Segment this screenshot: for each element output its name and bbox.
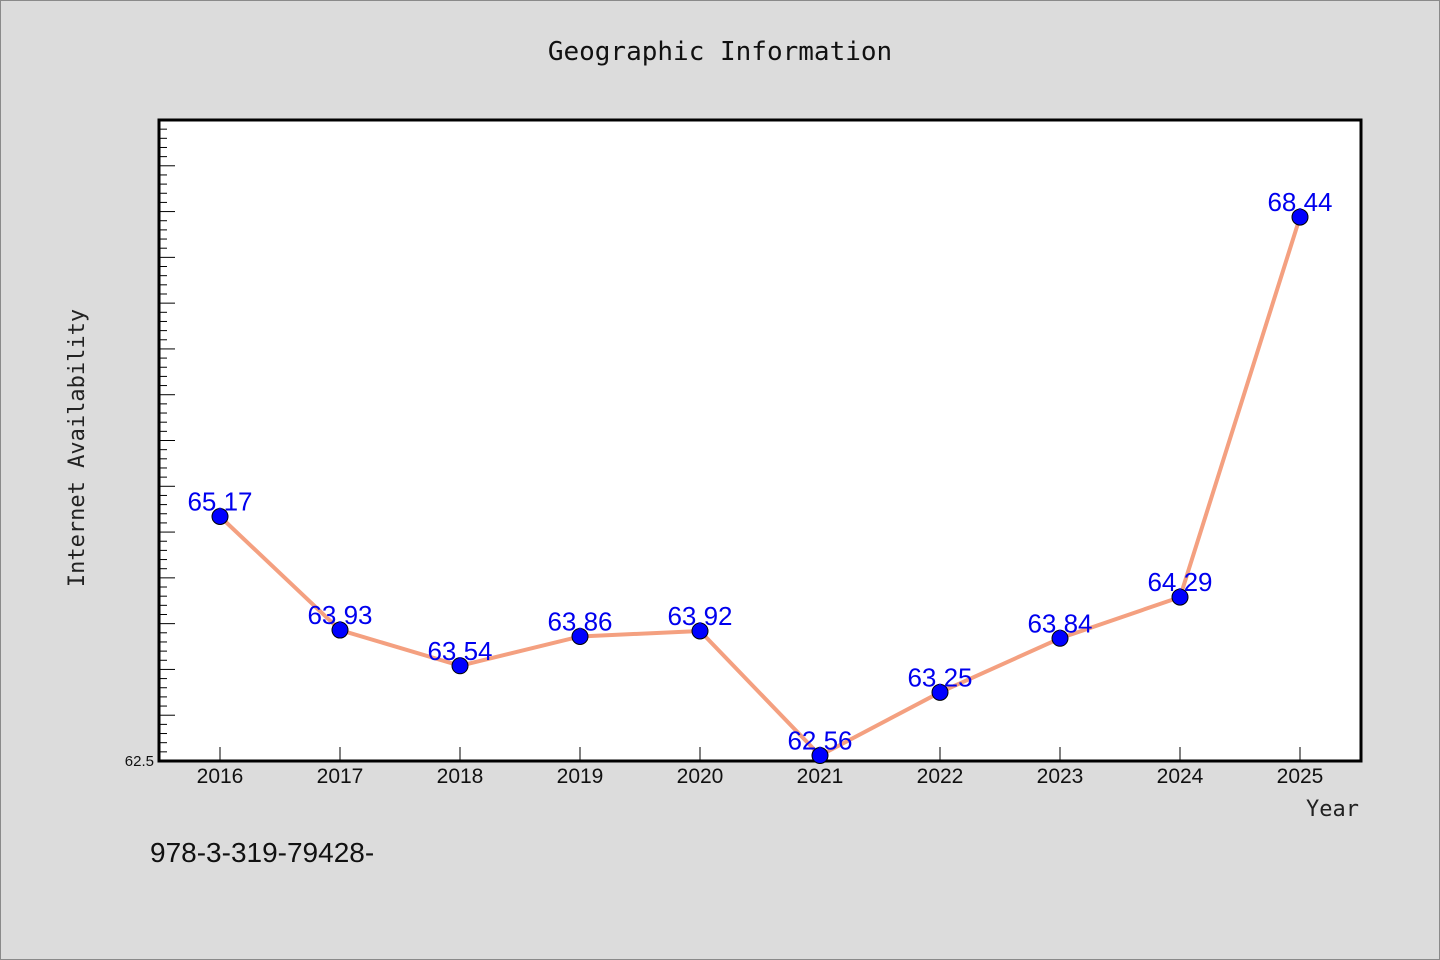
data-point: [451, 657, 469, 675]
series-line: [218, 216, 1302, 758]
data-label: 63.84: [1027, 608, 1092, 638]
data-point: [691, 622, 709, 640]
x-axis-label: Year: [1306, 797, 1359, 822]
data-point: [1171, 588, 1189, 606]
data-label: 63.92: [667, 601, 732, 631]
data-point: [811, 747, 829, 765]
data-label: 63.86: [547, 606, 612, 636]
data-label: 62.56: [787, 726, 852, 756]
data-label: 65.17: [187, 487, 252, 517]
data-label: 63.54: [427, 636, 492, 666]
data-point: [211, 508, 229, 526]
x-axis-ticks: [219, 747, 1301, 761]
series-group: [211, 208, 1309, 765]
x-tick-label: 2025: [1277, 765, 1324, 788]
y-tick-label: 62.5: [125, 753, 154, 770]
data-point: [1051, 629, 1069, 647]
x-tick-label: 2020: [677, 765, 724, 788]
data-point: [931, 683, 949, 701]
x-tick-label: 2022: [917, 765, 964, 788]
chart-title: Geographic Information: [548, 37, 892, 67]
x-tick-label: 2021: [797, 765, 844, 788]
footer-text: 978-3-319-79428-: [150, 837, 374, 868]
plot-area: [157, 118, 1363, 763]
data-label: 68.44: [1267, 187, 1332, 217]
data-point: [1291, 208, 1309, 226]
y-axis-label: Internet Availability: [65, 309, 90, 587]
data-label: 63.93: [307, 600, 372, 630]
x-tick-label: 2019: [557, 765, 604, 788]
x-tick-label: 2024: [1157, 765, 1204, 788]
data-point: [331, 621, 349, 639]
y-axis-ticks: [159, 119, 175, 762]
data-label: 63.25: [907, 662, 972, 692]
data-point: [571, 627, 589, 645]
x-tick-label: 2018: [437, 765, 484, 788]
x-tick-label: 2016: [197, 765, 244, 788]
x-tick-label: 2023: [1037, 765, 1084, 788]
x-tick-labels: 2016 2017 2018 2019 2020 2021 2022 2023 2024 2025: [197, 765, 1324, 788]
data-label: 64.29: [1147, 567, 1212, 597]
x-tick-label: 2017: [317, 765, 364, 788]
data-labels: 65.17 63.93 63.54 63.86 63.92 62.56 63.25 63.84…: [187, 187, 1332, 755]
